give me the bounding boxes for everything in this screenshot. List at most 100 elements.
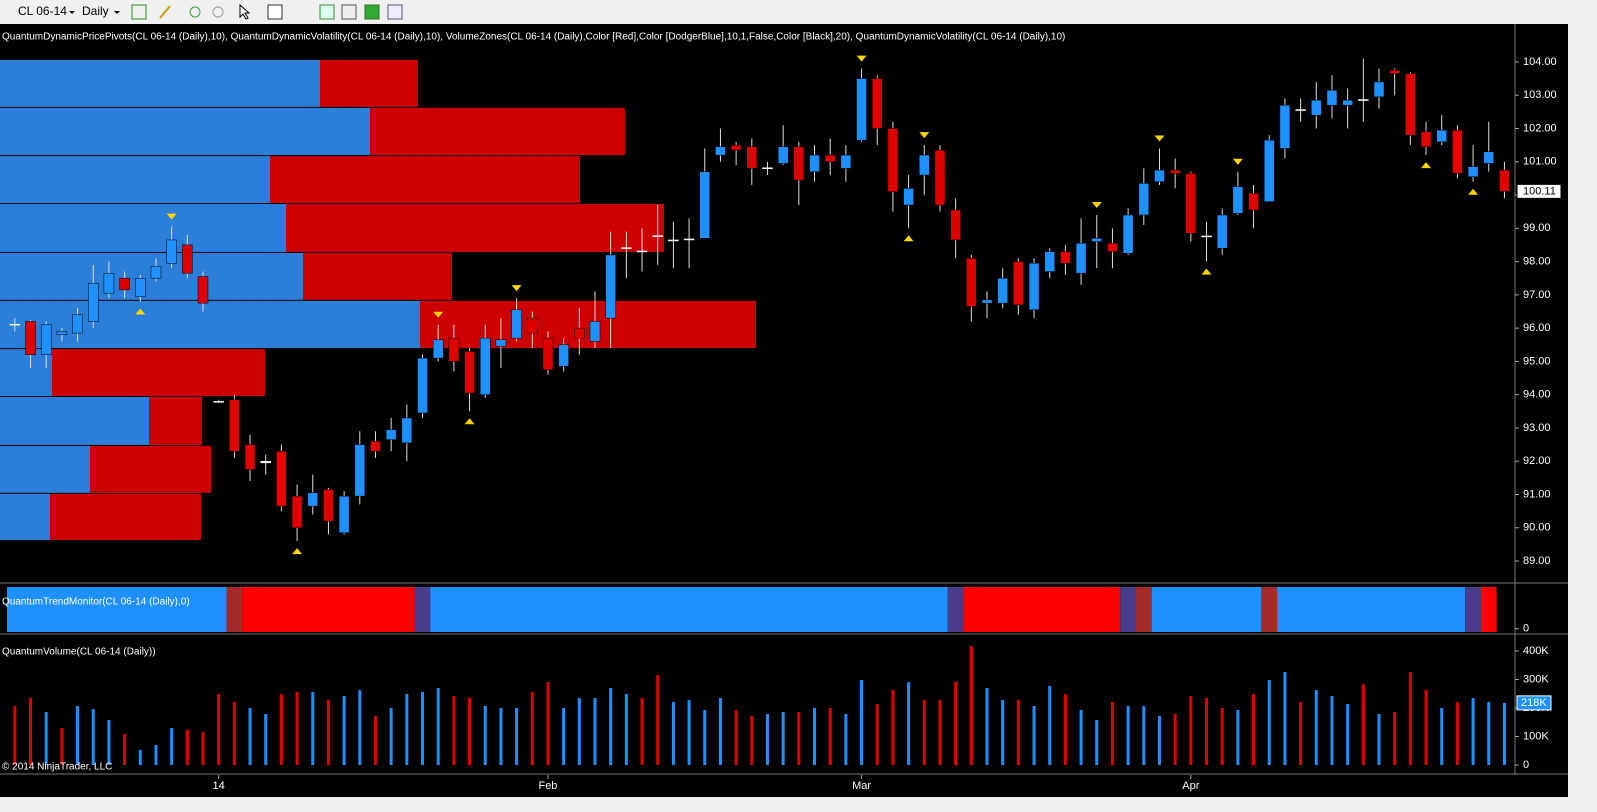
toolbar-bg: [0, 0, 1597, 24]
candle-body: [260, 460, 271, 464]
candle-body: [1044, 251, 1055, 272]
pointer-button[interactable]: [239, 3, 251, 20]
candle-body: [417, 357, 428, 414]
volume-bar: [217, 694, 221, 766]
x-tick-label: Apr: [1182, 780, 1199, 792]
candle-body: [1169, 169, 1181, 174]
volume-bar: [342, 696, 346, 766]
candle-body: [244, 444, 256, 470]
candle-body: [213, 401, 224, 403]
price-panel-title: QuantumDynamicPricePivots(CL 06-14 (Dail…: [2, 32, 1065, 43]
y-tick-label: 98.00: [1523, 255, 1551, 267]
candle-body: [197, 276, 209, 304]
candle-body: [1358, 99, 1369, 101]
volume-bar: [1032, 706, 1036, 766]
zone-up: [0, 59, 320, 107]
volume-bar: [44, 711, 48, 766]
candle-body: [1075, 243, 1087, 274]
candle-body: [919, 154, 930, 176]
volume-bar: [577, 698, 581, 766]
trend-segment: [1277, 587, 1466, 632]
volume-bar: [421, 692, 425, 766]
volume-bar: [1393, 711, 1397, 766]
trend-segment: [7, 587, 227, 632]
candle-body: [1499, 169, 1510, 192]
trend-panel-title: QuantumTrendMonitor(CL 06-14 (Daily),0): [2, 597, 190, 608]
remove-button[interactable]: [212, 6, 224, 18]
y-tick-label: 94.00: [1523, 389, 1551, 401]
candle-body: [370, 441, 381, 452]
volume-bar: [1330, 696, 1334, 766]
orders-button[interactable]: [364, 4, 380, 20]
trend-segment: [1480, 587, 1497, 632]
volume-bar: [891, 690, 895, 766]
y-tick-label: 104.00: [1523, 56, 1557, 68]
chart-style-button[interactable]: [131, 4, 147, 20]
trend-segment: [242, 587, 415, 632]
candle-body: [1342, 99, 1353, 106]
candle-body: [323, 489, 334, 522]
trend-segment: [1151, 587, 1262, 632]
instrument-selector[interactable]: CL 06-14: [18, 4, 67, 18]
candle-body: [1405, 73, 1416, 136]
volume-bar: [1424, 690, 1428, 766]
strategies-button[interactable]: [341, 4, 357, 20]
volume-bar: [326, 700, 330, 766]
candle-body: [511, 309, 522, 339]
y-tick-label: 95.00: [1523, 355, 1551, 367]
candle-body: [871, 78, 883, 129]
volume-bar: [405, 694, 409, 766]
candle-body: [25, 321, 36, 355]
last-volume-label: 218K: [1521, 697, 1547, 709]
pivot-low: [1421, 162, 1432, 169]
candle-body: [746, 146, 758, 169]
candle-body: [72, 314, 83, 334]
volume-bar: [123, 733, 127, 766]
zone-down: [420, 300, 756, 349]
period-selector[interactable]: Daily: [82, 4, 109, 18]
candle-body: [1420, 131, 1432, 148]
volume-bar: [969, 645, 973, 766]
candle-body: [730, 144, 742, 151]
zone-down: [320, 59, 418, 107]
trend-segment: [430, 587, 948, 632]
zoom-button[interactable]: [267, 4, 283, 20]
properties-button[interactable]: [387, 4, 403, 20]
volume-bar: [436, 688, 440, 766]
zone-down: [370, 107, 625, 156]
candle-body: [934, 149, 946, 206]
pivot-high: [433, 311, 444, 318]
draw-button[interactable]: [159, 5, 171, 19]
y-tick-label: 89.00: [1523, 555, 1551, 567]
add-button[interactable]: [189, 6, 201, 18]
candle-body: [1311, 99, 1322, 116]
volume-bar: [797, 711, 801, 766]
candle-body: [495, 339, 507, 347]
candle-body: [1232, 186, 1244, 214]
candle-body: [229, 399, 240, 452]
volume-bar: [656, 674, 660, 766]
candle-body: [150, 266, 162, 279]
candle-body: [809, 154, 820, 172]
indicators-button[interactable]: [319, 4, 335, 20]
volume-bar: [562, 708, 566, 766]
volume-bar: [1314, 690, 1318, 766]
x-tick-label: Feb: [538, 780, 557, 792]
volume-bar: [452, 696, 456, 766]
candle-body: [1138, 183, 1150, 216]
candle-body: [432, 339, 444, 359]
volume-bar: [483, 706, 487, 766]
volume-bar: [828, 708, 832, 766]
y-tick-label: 93.00: [1523, 422, 1551, 434]
window-edge: [1568, 24, 1597, 812]
candle-body: [1185, 173, 1197, 234]
last-price-box: [1516, 183, 1562, 199]
volume-bar: [922, 700, 926, 766]
candle-body: [856, 78, 867, 141]
last-volume-box: [1516, 695, 1552, 711]
volume-bar: [1157, 715, 1161, 766]
candle-body: [1091, 238, 1103, 242]
candle-body: [589, 321, 601, 342]
volume-bar: [1001, 700, 1005, 766]
y-tick-label: 99.00: [1523, 222, 1551, 234]
